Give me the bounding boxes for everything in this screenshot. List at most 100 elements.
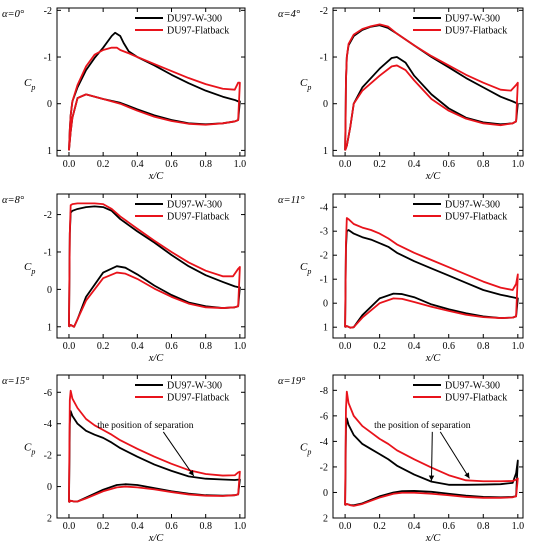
x-tick-label: 0.2 [373, 341, 386, 352]
y-tick-label: -2 [320, 462, 328, 473]
separation-annotation: the position of separation [97, 420, 194, 431]
legend-label: DU97-Flatback [167, 212, 229, 223]
legend-label: DU97-Flatback [445, 393, 507, 404]
x-tick-label: 0.6 [165, 521, 178, 532]
plot-frame [332, 193, 524, 339]
series-line-2 [68, 202, 241, 328]
y-tick-label: 0 [323, 299, 328, 310]
x-tick-label: 0.4 [408, 159, 421, 170]
y-tick-label: -1 [320, 275, 328, 286]
y-tick-label: 1 [47, 322, 52, 333]
x-tick-label: 0.4 [131, 159, 144, 170]
x-tick-label: 0.6 [442, 159, 455, 170]
x-tick-label: 0.2 [373, 159, 386, 170]
series-line-2 [68, 46, 241, 151]
series-line-1 [68, 205, 241, 328]
legend-label: DU97-Flatback [445, 26, 507, 37]
series-line-1 [344, 24, 519, 151]
annotation-arrow [162, 431, 195, 477]
legend-label: DU97-W-300 [167, 200, 222, 211]
panel-angle-label: α=0° [2, 9, 25, 20]
annotation-arrow [430, 431, 433, 481]
y-tick-label: -2 [320, 6, 328, 17]
x-axis-label: x/C [425, 533, 442, 544]
plot-frame [332, 7, 524, 157]
x-tick-label: 0.4 [408, 341, 421, 352]
panel-angle-label: α=19° [278, 376, 306, 387]
panel-angle-label: α=8° [2, 195, 25, 206]
annotation-arrowhead [428, 475, 435, 481]
x-tick-label: 0.8 [477, 159, 490, 170]
chart-panel-2: 0.0 0.2 0.4 0.6 0.8 1.0 -2 -1 0 1 α=4° x/C Cp DU97-W-… [278, 6, 524, 182]
y-tick-label: 2 [323, 514, 328, 525]
legend-label: DU97-W-300 [445, 381, 500, 392]
x-tick-label: 0.8 [199, 159, 212, 170]
x-tick-label: 1.0 [512, 159, 525, 170]
x-tick-label: 0.8 [199, 521, 212, 532]
x-tick-label: 0.0 [63, 521, 76, 532]
chart-panel-3: 0.0 0.2 0.4 0.6 0.8 1.0 -2 -1 0 1 α=8° x/C Cp DU97-W-… [2, 193, 247, 364]
x-tick-label: 0.2 [97, 341, 110, 352]
annotation-arrow [439, 431, 470, 479]
series-line-1 [344, 417, 519, 507]
y-tick-label: -4 [320, 203, 328, 214]
x-tick-label: 0.6 [165, 341, 178, 352]
x-tick-label: 1.0 [234, 521, 247, 532]
x-tick-label: 0.0 [63, 341, 76, 352]
x-tick-label: 0.2 [97, 159, 110, 170]
y-tick-label: -1 [44, 247, 52, 258]
panel-angle-label: α=15° [2, 376, 30, 387]
legend-label: DU97-W-300 [445, 14, 500, 25]
chart-panel-5: 0.0 0.2 0.4 0.6 0.8 1.0 -6 -4 -2 0 2 α=15° x/C Cp DU97… [2, 374, 247, 544]
x-tick-label: 1.0 [234, 159, 247, 170]
x-axis-label: x/C [148, 533, 165, 544]
x-axis-label: x/C [148, 353, 165, 364]
y-tick-label: -6 [44, 388, 52, 399]
legend-label: DU97-W-300 [167, 381, 222, 392]
series-line-2 [68, 389, 241, 503]
x-tick-label: 0.0 [339, 341, 352, 352]
x-axis-label: x/C [148, 171, 165, 182]
x-tick-label: 1.0 [234, 341, 247, 352]
y-tick-label: -4 [44, 419, 52, 430]
separation-annotation: the position of separation [374, 420, 471, 431]
series-line-1 [68, 410, 241, 503]
chart-panel-1: 0.0 0.2 0.4 0.6 0.8 1.0 -2 -1 0 1 α=0° x/C Cp DU97-W-… [2, 6, 246, 182]
y-tick-label: -6 [320, 411, 328, 422]
x-tick-label: 0.4 [408, 521, 421, 532]
legend-label: DU97-Flatback [167, 26, 229, 37]
y-tick-label: -8 [320, 386, 328, 397]
x-tick-label: 0.6 [165, 159, 178, 170]
legend-label: DU97-W-300 [445, 200, 500, 211]
series-line-1 [344, 229, 519, 329]
y-axis-label: Cp [300, 77, 311, 92]
chart-panel-4: 0.0 0.2 0.4 0.6 0.8 1.0 -4 -3 -2 -1 0 1 α=11° x/C Cp DU… [278, 193, 524, 364]
y-axis-label: Cp [24, 442, 35, 457]
y-tick-label: 1 [323, 146, 328, 157]
y-axis-label: Cp [300, 442, 311, 457]
panel-angle-label: α=11° [278, 195, 305, 206]
plot-frame [56, 193, 246, 339]
y-tick-label: 1 [47, 146, 52, 157]
x-tick-label: 0.8 [477, 521, 490, 532]
legend-label: DU97-Flatback [167, 393, 229, 404]
series-line-2 [344, 390, 519, 507]
y-tick-label: -2 [320, 251, 328, 262]
x-tick-label: 0.0 [63, 159, 76, 170]
y-tick-label: 0 [323, 488, 328, 499]
y-tick-label: -2 [44, 210, 52, 221]
series-line-2 [344, 23, 519, 151]
y-tick-label: -4 [320, 437, 328, 448]
legend-label: DU97-W-300 [167, 14, 222, 25]
y-tick-label: -1 [320, 53, 328, 64]
x-tick-label: 0.6 [442, 341, 455, 352]
x-axis-label: x/C [425, 171, 442, 182]
annotation-arrowhead [188, 469, 194, 476]
y-tick-label: -2 [44, 451, 52, 462]
y-tick-label: -3 [320, 227, 328, 238]
x-tick-label: 0.4 [131, 521, 144, 532]
y-tick-label: 0 [47, 99, 52, 110]
x-tick-label: 0.0 [339, 159, 352, 170]
series-line-2 [344, 217, 519, 329]
